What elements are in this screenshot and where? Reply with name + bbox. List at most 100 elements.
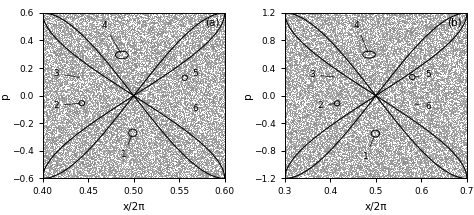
Point: [375, 107, 383, 111]
Point: [372, 155, 380, 158]
Point: [142, 119, 149, 122]
Point: [312, 135, 320, 138]
Point: [57, 81, 65, 84]
Point: [367, 12, 374, 15]
Point: [118, 87, 126, 90]
Point: [94, 145, 102, 148]
Point: [296, 142, 303, 146]
Point: [438, 21, 445, 24]
Point: [219, 76, 226, 79]
Point: [64, 51, 72, 54]
Point: [358, 81, 365, 84]
Point: [364, 48, 371, 51]
Point: [89, 145, 96, 148]
Point: [325, 143, 333, 146]
Point: [454, 85, 462, 89]
Point: [190, 139, 198, 143]
Point: [452, 101, 460, 104]
Point: [426, 134, 434, 137]
Point: [301, 171, 308, 175]
Point: [296, 171, 304, 174]
Point: [138, 66, 146, 70]
Point: [325, 99, 333, 102]
Point: [156, 156, 164, 159]
Point: [168, 153, 176, 157]
Point: [114, 91, 122, 94]
Point: [429, 171, 437, 174]
Point: [42, 126, 50, 129]
Point: [111, 58, 118, 62]
Point: [49, 107, 57, 110]
Point: [154, 96, 162, 99]
Point: [350, 151, 358, 155]
Point: [301, 171, 309, 174]
Point: [49, 34, 57, 37]
Point: [211, 126, 219, 129]
Point: [188, 109, 195, 112]
Point: [454, 29, 461, 32]
Point: [118, 155, 126, 159]
Point: [311, 113, 319, 116]
Point: [403, 58, 411, 61]
Point: [120, 44, 128, 47]
Point: [113, 117, 120, 121]
Point: [337, 97, 345, 100]
Point: [393, 78, 401, 81]
Point: [89, 41, 96, 44]
Point: [60, 34, 68, 37]
Point: [191, 109, 199, 112]
Point: [53, 54, 60, 57]
Point: [436, 150, 443, 154]
Point: [338, 31, 346, 35]
Point: [58, 138, 66, 141]
Point: [100, 106, 107, 109]
Point: [298, 147, 305, 150]
Point: [58, 83, 65, 86]
Point: [157, 175, 165, 178]
Point: [459, 87, 466, 91]
Point: [407, 152, 414, 155]
Point: [461, 24, 468, 28]
Point: [183, 123, 191, 127]
Point: [199, 34, 207, 38]
Point: [427, 89, 434, 92]
Point: [458, 43, 465, 47]
Point: [440, 170, 448, 173]
Point: [390, 82, 398, 86]
Point: [413, 130, 421, 134]
Point: [373, 24, 380, 28]
Point: [188, 151, 196, 154]
Point: [281, 167, 289, 171]
Point: [208, 118, 215, 122]
Point: [179, 11, 186, 15]
Point: [188, 27, 196, 31]
Point: [212, 120, 220, 123]
Point: [329, 170, 337, 174]
Point: [434, 140, 441, 144]
Point: [60, 71, 68, 74]
Point: [189, 137, 196, 141]
Point: [329, 162, 337, 166]
Point: [335, 58, 342, 62]
Point: [429, 41, 437, 45]
Point: [428, 161, 436, 165]
Point: [317, 53, 324, 57]
Point: [118, 93, 126, 96]
Point: [199, 46, 207, 50]
Point: [415, 153, 423, 156]
Point: [92, 86, 100, 89]
Point: [125, 60, 133, 64]
Point: [110, 119, 118, 123]
Point: [125, 139, 132, 142]
Point: [458, 50, 465, 53]
Point: [368, 17, 376, 20]
Point: [308, 37, 316, 40]
Point: [138, 111, 146, 114]
Point: [402, 164, 410, 167]
Point: [126, 76, 133, 79]
Point: [149, 93, 157, 97]
Point: [397, 47, 404, 50]
Point: [178, 103, 185, 107]
Point: [314, 110, 322, 114]
Point: [360, 135, 368, 138]
